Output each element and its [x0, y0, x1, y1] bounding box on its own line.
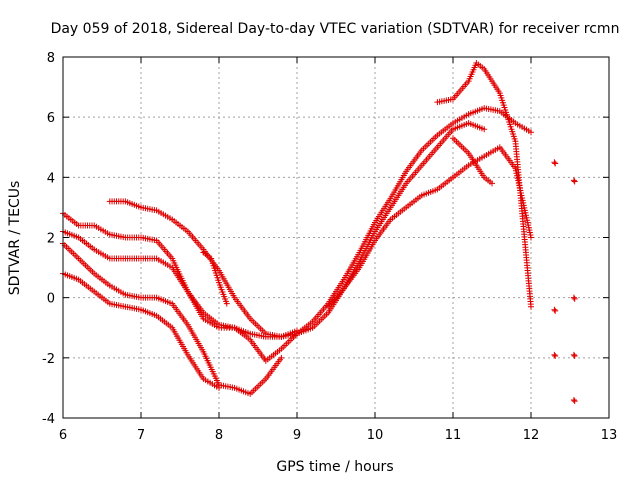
data-point — [223, 300, 230, 307]
chart-title: Day 059 of 2018, Sidereal Day-to-day VTE… — [51, 21, 620, 37]
data-point — [528, 129, 534, 136]
x-axis-label: GPS time / hours — [276, 459, 393, 475]
data-point — [570, 177, 577, 184]
data-point — [481, 126, 488, 133]
y-tick-label: 8 — [47, 51, 55, 66]
axis-ticks: 6 7 8 9 10 11 12 13 -4 -2 0 2 4 6 8 — [42, 51, 617, 443]
data-point — [551, 306, 558, 313]
data-point — [571, 353, 578, 360]
y-tick-label: 0 — [47, 292, 55, 307]
y-tick-label: 2 — [47, 232, 55, 247]
data-point — [571, 295, 578, 302]
data-point — [216, 384, 222, 391]
x-tick-label: 8 — [215, 428, 223, 443]
data-point — [528, 234, 534, 241]
data-point — [571, 178, 578, 185]
series-track-h — [450, 135, 495, 187]
data-point — [552, 160, 559, 167]
y-tick-label: -2 — [42, 352, 55, 367]
data-point — [571, 398, 578, 405]
data-point — [570, 351, 577, 358]
y-tick-label: -4 — [42, 412, 55, 427]
data-point — [552, 353, 559, 360]
x-tick-label: 11 — [445, 428, 462, 443]
series-track-c — [60, 240, 285, 397]
data-point — [489, 180, 495, 187]
data-point — [278, 354, 285, 361]
data-point — [570, 294, 577, 301]
series-track-b — [60, 120, 488, 364]
series-isolated — [551, 159, 578, 405]
data-marks — [60, 60, 578, 405]
data-point — [551, 351, 558, 358]
series-track-i — [200, 249, 230, 307]
y-axis-label: SDTVAR / TECUs — [7, 181, 23, 296]
data-point — [570, 396, 577, 403]
y-tick-label: 4 — [47, 171, 55, 186]
y-tick-label: 6 — [47, 111, 55, 126]
data-point — [528, 303, 534, 310]
x-tick-label: 10 — [367, 428, 384, 443]
series-track-g — [434, 60, 534, 310]
x-tick-label: 12 — [523, 428, 540, 443]
data-point — [552, 307, 559, 314]
x-tick-label: 9 — [293, 428, 301, 443]
x-tick-label: 13 — [601, 428, 618, 443]
data-point — [551, 159, 558, 166]
x-tick-label: 6 — [59, 428, 67, 443]
series-track-e — [106, 105, 534, 340]
x-tick-label: 7 — [137, 428, 145, 443]
